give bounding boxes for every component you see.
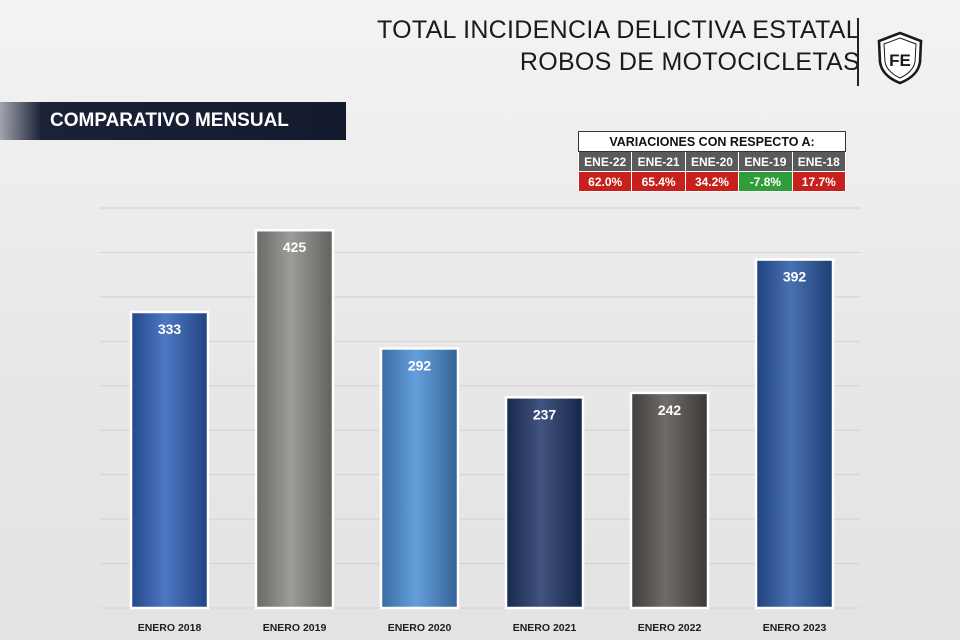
category-label: ENERO 2021 — [513, 622, 577, 634]
variation-value: 34.2% — [684, 171, 740, 192]
bar-enero-2022 — [629, 391, 710, 610]
variations-table: VARIACIONES CON RESPECTO A: ENE-22 ENE-2… — [577, 131, 847, 192]
chart-bars — [129, 228, 835, 610]
data-label: 242 — [658, 402, 682, 418]
category-label: ENERO 2018 — [138, 622, 202, 634]
chart-labels: 333 ENERO 2018 425 ENERO 2019 292 ENERO 2020 2… — [138, 239, 827, 634]
fe-logo: FE — [874, 30, 926, 86]
category-label: ENERO 2019 — [263, 622, 327, 634]
data-label: 392 — [783, 269, 807, 285]
title-divider — [857, 18, 859, 86]
bar-enero-2020 — [379, 347, 460, 610]
category-label: ENERO 2022 — [638, 622, 702, 634]
title-line-1: TOTAL INCIDENCIA DELICTIVA ESTATAL — [377, 16, 860, 44]
subtitle-bar: COMPARATIVO MENSUAL — [0, 102, 346, 140]
category-label: ENERO 2023 — [763, 622, 827, 634]
bar-enero-2021 — [504, 396, 585, 610]
variation-label: ENE-19 — [738, 151, 793, 172]
category-label: ENERO 2020 — [388, 622, 452, 634]
variation-label: ENE-22 — [577, 151, 633, 172]
data-label: 425 — [283, 239, 307, 255]
chart-title: TOTAL INCIDENCIA DELICTIVA ESTATAL ROBOS… — [377, 14, 860, 78]
chart-gridlines — [100, 207, 860, 609]
bar-enero-2018 — [129, 310, 210, 610]
bar-enero-2023 — [754, 258, 835, 610]
variation-value: 17.7% — [791, 171, 847, 192]
variation-value: 62.0% — [577, 171, 633, 192]
fe-shield-icon: FE — [877, 31, 923, 85]
variations-heading: VARIACIONES CON RESPECTO A: — [578, 131, 846, 152]
logo-text: FE — [889, 51, 911, 70]
title-line-2: ROBOS DE MOTOCICLETAS — [519, 48, 860, 76]
data-label: 237 — [533, 406, 557, 422]
variation-value: -7.8% — [738, 171, 793, 192]
variation-value: 65.4% — [631, 171, 686, 192]
bar-enero-2019 — [254, 228, 335, 610]
variation-label: ENE-21 — [631, 151, 686, 172]
data-label: 292 — [408, 357, 432, 373]
data-label: 333 — [158, 321, 182, 337]
